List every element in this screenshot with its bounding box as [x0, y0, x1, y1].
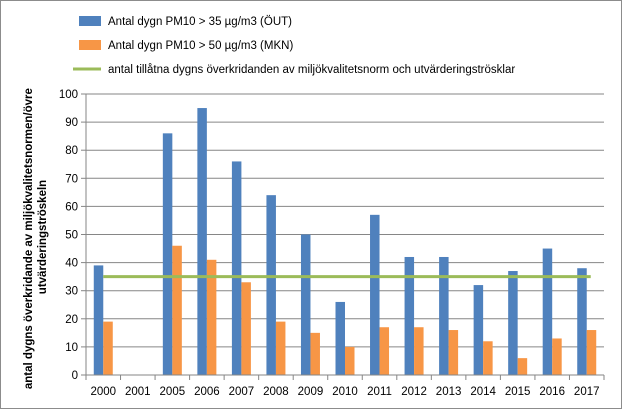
bar-series-2 — [414, 327, 424, 375]
x-tick-label: 2000 — [90, 386, 116, 398]
x-tick-label: 2013 — [436, 386, 462, 398]
bar-series-1 — [439, 256, 449, 375]
axes: 0 10 20 30 40 50 60 70 80 90 100 2000 2001 2005 2006 20… — [59, 89, 605, 398]
y-tick-label: 50 — [65, 230, 78, 242]
x-tick-label: 2010 — [332, 386, 358, 398]
legend-series-2-label: Antal dygn PM10 > 50 µg/m3 (MKN) — [108, 40, 293, 52]
x-tick-label: 2005 — [160, 386, 186, 398]
x-tick-label: 2012 — [401, 386, 427, 398]
bar-series-1 — [231, 161, 242, 375]
y-tick-label: 90 — [65, 117, 78, 129]
y-tick-label: 20 — [65, 314, 78, 326]
y-axis-label-line-2: utvärderingströskeln — [37, 180, 49, 294]
bar-series-2 — [103, 321, 113, 375]
y-tick-label: 0 — [72, 370, 78, 382]
bar-series-1 — [508, 271, 518, 375]
bar-series-1 — [266, 195, 276, 375]
bar-series-2 — [483, 341, 493, 375]
y-tick-label: 10 — [65, 342, 78, 354]
x-tick-label: 2017 — [574, 386, 600, 398]
y-axis-label-line-1: antal dygns överkridande av miljökvalite… — [23, 88, 35, 389]
bar-series-1 — [162, 133, 173, 375]
bar-series-1 — [93, 265, 104, 375]
bar-series-1 — [335, 301, 345, 375]
bar-series-2 — [275, 321, 286, 375]
bars — [93, 108, 597, 376]
y-tick-label: 70 — [65, 173, 78, 185]
legend-series-1-label: Antal dygn PM10 > 35 µg/m3 (ÖUT) — [108, 16, 292, 28]
bar-series-1 — [197, 108, 207, 376]
x-tick-label: 2015 — [505, 386, 531, 398]
legend-reference-line-label: antal tillåtna dygns överkridanden av mi… — [108, 64, 515, 76]
bar-series-1 — [542, 248, 553, 375]
bar-series-1 — [370, 214, 380, 375]
bar-series-2 — [552, 338, 562, 375]
bar-series-2 — [517, 358, 528, 375]
legend: Antal dygn PM10 > 35 µg/m3 (ÖUT) Antal dy… — [73, 16, 515, 76]
x-tick-label: 2006 — [194, 386, 220, 398]
y-tick-label: 40 — [65, 258, 78, 270]
x-tick-label: 2001 — [125, 386, 151, 398]
x-tick-label: 2014 — [470, 386, 496, 398]
bar-series-1 — [300, 234, 311, 375]
x-tick-label: 2008 — [263, 386, 289, 398]
y-axis-label: antal dygns överkridande av miljökvalite… — [23, 85, 49, 389]
y-tick-label: 60 — [65, 201, 78, 213]
x-tick-label: 2007 — [229, 386, 255, 398]
bar-series-2 — [310, 332, 320, 375]
y-tick-label: 80 — [65, 145, 78, 157]
y-tick-label: 100 — [59, 89, 78, 101]
bar-series-1 — [404, 256, 415, 375]
x-tick-label: 2011 — [367, 386, 392, 398]
bar-series-2 — [586, 330, 597, 375]
bar-series-2 — [206, 259, 217, 375]
x-tick-label: 2009 — [298, 386, 324, 398]
bar-series-1 — [473, 285, 484, 375]
bar-series-1 — [577, 268, 587, 375]
y-tick-label: 30 — [65, 286, 78, 298]
legend-series-2-swatch — [79, 40, 101, 50]
x-tick-label: 2016 — [539, 386, 565, 398]
bar-series-2 — [345, 346, 355, 375]
legend-series-1-swatch — [79, 16, 101, 26]
bar-series-2 — [172, 245, 182, 375]
bar-series-2 — [448, 330, 459, 375]
bar-series-2 — [379, 327, 390, 375]
bar-series-2 — [241, 282, 251, 375]
